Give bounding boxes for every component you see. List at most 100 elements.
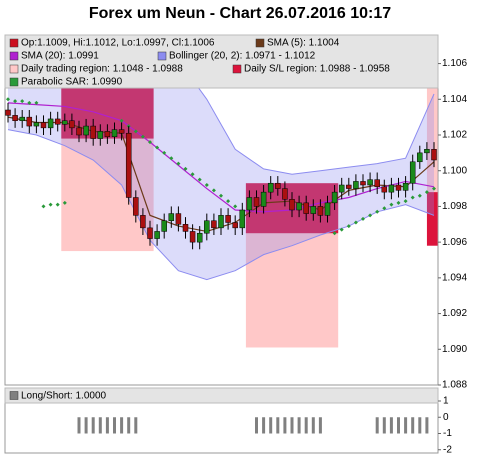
bar bbox=[84, 417, 88, 434]
sar-dot bbox=[204, 183, 209, 187]
candle-body bbox=[12, 115, 18, 121]
candle-body bbox=[175, 213, 182, 225]
bar bbox=[297, 417, 301, 434]
candle-body bbox=[296, 202, 302, 211]
candle-body bbox=[402, 182, 409, 191]
sar-dot bbox=[119, 118, 124, 123]
bar bbox=[127, 417, 131, 434]
legend-box bbox=[4, 34, 439, 89]
candle-body bbox=[154, 231, 160, 239]
bar bbox=[382, 417, 386, 434]
legend-label: Bollinger (20, 2): 1.0971 - 1.1012 bbox=[169, 51, 316, 62]
sar-dot bbox=[332, 231, 337, 236]
bar bbox=[397, 417, 400, 434]
sar-dot bbox=[13, 99, 18, 104]
sar-dot bbox=[27, 100, 32, 105]
sar-dot bbox=[361, 216, 365, 221]
candle-body bbox=[409, 161, 416, 184]
candle-body bbox=[324, 202, 331, 216]
sar-dot bbox=[389, 202, 394, 207]
candle-body bbox=[90, 125, 96, 139]
bar bbox=[290, 417, 294, 434]
legend-label: Daily S/L region: 1.0988 - 1.0958 bbox=[244, 64, 390, 75]
y-tick-label: 1.100 bbox=[442, 165, 467, 176]
y-tick-label: 1.090 bbox=[442, 344, 467, 355]
bar bbox=[113, 417, 116, 434]
candle-body bbox=[19, 116, 25, 121]
sar-dot bbox=[62, 200, 67, 205]
legend-box bbox=[4, 387, 439, 404]
sar-dot bbox=[382, 206, 387, 211]
candle-body bbox=[346, 184, 352, 189]
bar bbox=[134, 417, 138, 434]
sar-dot bbox=[219, 193, 223, 198]
candle-body bbox=[267, 182, 274, 193]
candle-body bbox=[33, 122, 40, 127]
lower-plot: Long/Short: 1.0000 bbox=[4, 387, 439, 434]
candle-body bbox=[118, 129, 125, 134]
sar-dot bbox=[6, 97, 10, 102]
sar-dot bbox=[353, 220, 358, 225]
candle-body bbox=[353, 181, 359, 189]
bar bbox=[276, 417, 280, 434]
candle-body bbox=[253, 197, 260, 207]
sma-line bbox=[7, 102, 435, 213]
y-tick-label: 1 bbox=[443, 396, 449, 407]
sar-dot bbox=[197, 177, 202, 182]
candle-body bbox=[97, 131, 104, 139]
legend-label: SMA (5): 1.1004 bbox=[267, 38, 340, 49]
sar-dot bbox=[226, 199, 231, 204]
sar-dot bbox=[346, 224, 351, 229]
candle-body bbox=[338, 184, 345, 193]
bar bbox=[105, 417, 109, 434]
candle-body bbox=[196, 232, 203, 243]
legend-label: Op:1.1009, Hi:1.1012, Lo:1.0997, Cl:1.10… bbox=[21, 38, 215, 49]
sar-dot bbox=[169, 156, 174, 161]
candle-body bbox=[189, 231, 196, 243]
legend-label: Parabolic SAR: 1.0990 bbox=[21, 77, 123, 88]
candle-body bbox=[360, 181, 366, 186]
candle-body bbox=[331, 191, 338, 204]
chart-title: Forex um Neun - Chart 26.07.2016 10:17 bbox=[89, 5, 391, 22]
candle-body bbox=[133, 197, 139, 216]
y-tick-label: 1.102 bbox=[442, 130, 467, 141]
candle-body bbox=[225, 215, 231, 223]
candle-body bbox=[218, 215, 224, 229]
sar-dot bbox=[140, 134, 145, 139]
sar-dot bbox=[155, 145, 160, 150]
y-tick-label: 1.088 bbox=[442, 380, 467, 391]
bar bbox=[269, 417, 273, 434]
bar bbox=[77, 417, 81, 434]
legend-swatch bbox=[9, 64, 19, 74]
y-tick-label: 1.098 bbox=[442, 201, 467, 212]
legend-swatch bbox=[9, 38, 19, 48]
candle-body bbox=[310, 206, 317, 214]
sar-dot bbox=[183, 166, 188, 171]
candle-body bbox=[289, 199, 295, 211]
sar-dot bbox=[403, 199, 408, 204]
y-tick-label: 1.096 bbox=[442, 237, 467, 248]
candle-body bbox=[417, 152, 423, 163]
y-tick-label: -1 bbox=[443, 428, 452, 439]
candle-body bbox=[168, 213, 175, 221]
sar-dot bbox=[190, 172, 195, 177]
candle-body bbox=[76, 127, 82, 136]
bar bbox=[304, 417, 308, 434]
sar-dot bbox=[233, 204, 238, 209]
bar bbox=[120, 417, 124, 434]
bar bbox=[262, 417, 266, 434]
bar bbox=[318, 417, 322, 434]
candle-body bbox=[246, 197, 253, 211]
candle-body bbox=[104, 131, 111, 138]
legend-swatch bbox=[9, 391, 19, 400]
candle-body bbox=[431, 149, 437, 161]
legend: Op:1.1009, Hi:1.1012, Lo:1.0997, Cl:1.10… bbox=[4, 34, 439, 89]
legend-swatch bbox=[9, 77, 19, 87]
candle-body bbox=[111, 129, 118, 138]
candle-body bbox=[282, 188, 288, 200]
bar bbox=[404, 417, 408, 434]
sar-dot bbox=[34, 100, 39, 105]
candle-body bbox=[26, 116, 33, 127]
candle-body bbox=[69, 120, 75, 129]
